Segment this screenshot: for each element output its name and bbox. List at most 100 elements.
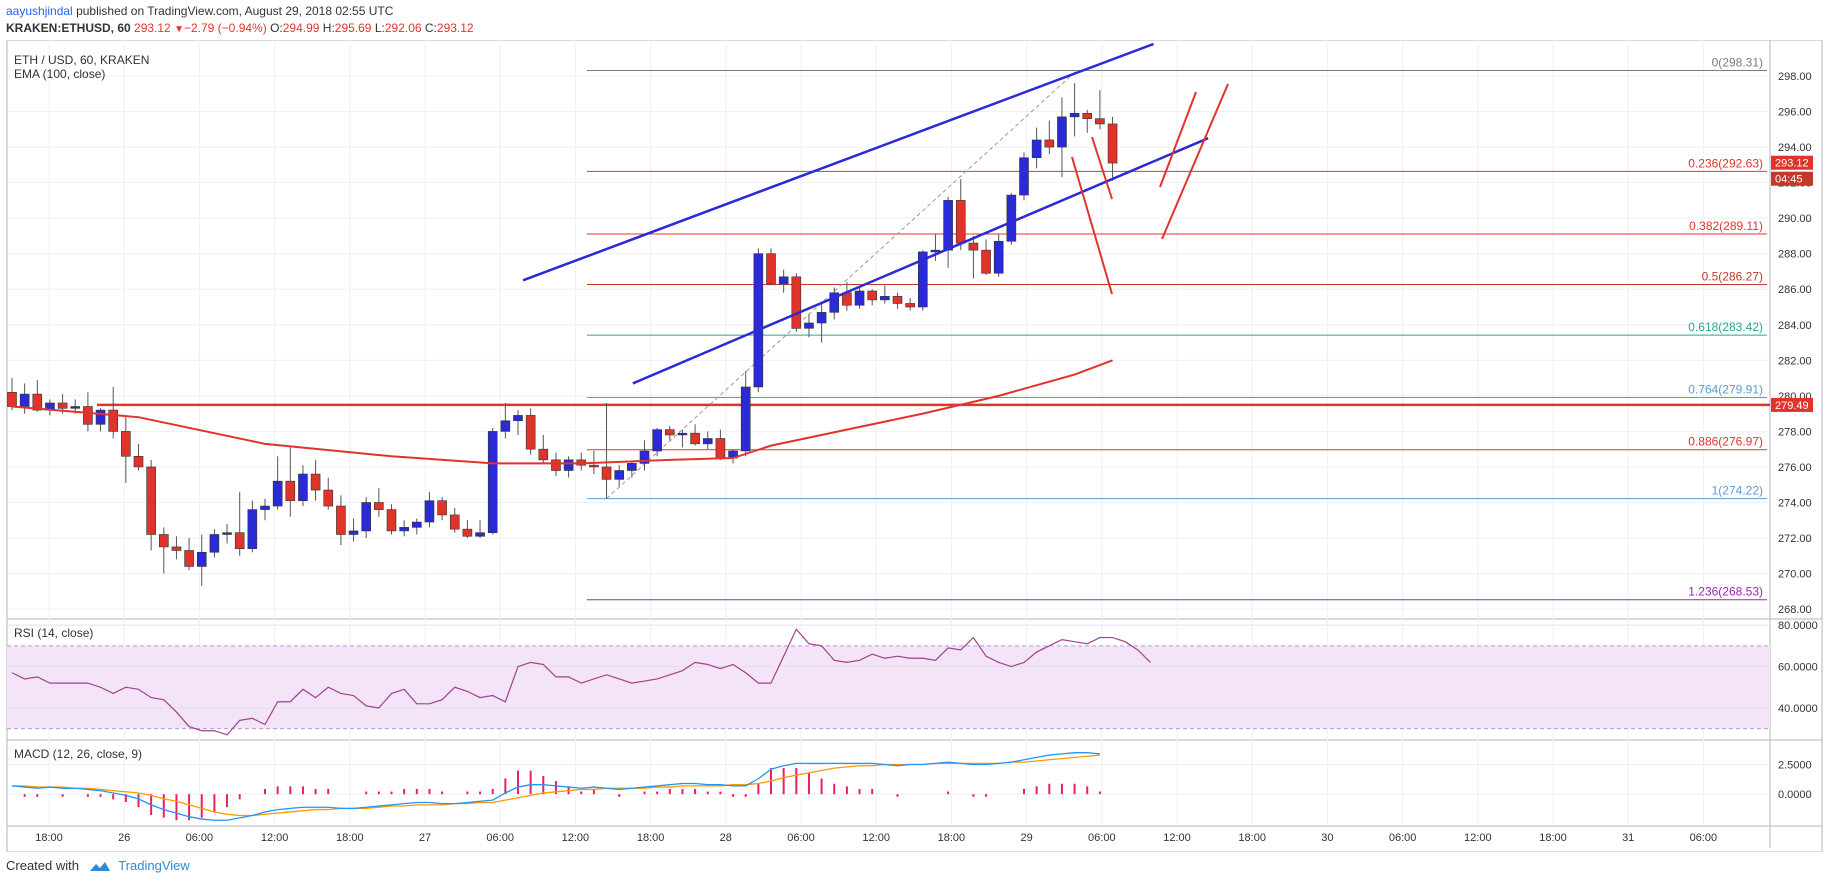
candle bbox=[968, 242, 979, 251]
candle bbox=[930, 249, 941, 253]
y-tick-label: 298.00 bbox=[1778, 71, 1812, 83]
y-tick-label: 272.00 bbox=[1778, 533, 1812, 545]
ema-indicator-label: EMA (100, close) bbox=[14, 67, 105, 81]
x-tick-label: 28 bbox=[720, 832, 732, 844]
candle bbox=[1095, 118, 1105, 125]
candle bbox=[83, 406, 93, 425]
chart-frame bbox=[6, 40, 1823, 852]
candle bbox=[348, 530, 359, 535]
fib-anchor-line bbox=[606, 70, 1077, 499]
candle bbox=[19, 393, 30, 407]
candle bbox=[753, 253, 764, 388]
candle bbox=[222, 532, 232, 535]
candle bbox=[639, 450, 650, 464]
projection-line bbox=[1159, 91, 1197, 188]
last-price-tag: 293.12 bbox=[1775, 158, 1809, 170]
candle bbox=[437, 500, 447, 516]
x-tick-label: 06:00 bbox=[787, 832, 815, 844]
fib-level-label: 1.236(268.53) bbox=[1688, 585, 1763, 599]
countdown-tag-bg bbox=[1771, 171, 1813, 186]
candle bbox=[1057, 116, 1067, 148]
x-tick-label: 18:00 bbox=[637, 832, 665, 844]
macd-tick-label: 0.0000 bbox=[1778, 789, 1812, 801]
candle bbox=[374, 502, 384, 510]
candle bbox=[386, 509, 397, 532]
x-tick-label: 18:00 bbox=[336, 832, 364, 844]
projection-line bbox=[1091, 136, 1113, 200]
channel-lower-line bbox=[632, 137, 1209, 385]
support-price-tag: 279.49 bbox=[1775, 400, 1809, 412]
fib-level-label: 0.764(279.91) bbox=[1688, 382, 1763, 396]
y-tick-label: 294.00 bbox=[1778, 142, 1812, 154]
candle bbox=[159, 534, 169, 548]
down-arrow-icon: ▼ bbox=[174, 24, 184, 35]
ema-line bbox=[11, 359, 1113, 465]
candle bbox=[1069, 113, 1080, 118]
symbol-label: KRAKEN:ETHUSD, 60 bbox=[6, 21, 131, 35]
candle bbox=[500, 420, 511, 432]
candle bbox=[677, 432, 688, 436]
fib-level-label: 0(298.31) bbox=[1712, 55, 1763, 69]
macd-title: MACD (12, 26, close, 9) bbox=[14, 747, 142, 761]
candle bbox=[917, 251, 928, 308]
published-text: published on TradingView.com, August 29,… bbox=[76, 4, 394, 18]
y-tick-label: 278.00 bbox=[1778, 426, 1812, 438]
y-tick-label: 290.00 bbox=[1778, 213, 1812, 225]
candle bbox=[981, 249, 991, 274]
candle bbox=[816, 312, 827, 324]
candle bbox=[234, 532, 245, 549]
x-tick-label: 29 bbox=[1020, 832, 1032, 844]
candle bbox=[399, 527, 409, 532]
x-tick-label: 12:00 bbox=[562, 832, 590, 844]
candle bbox=[184, 550, 194, 567]
candle bbox=[652, 429, 662, 452]
close-value: 293.12 bbox=[436, 21, 474, 35]
author-link[interactable]: aayushjindal bbox=[6, 4, 73, 18]
tradingview-link[interactable]: TradingView bbox=[118, 858, 190, 873]
x-tick-label: 30 bbox=[1321, 832, 1333, 844]
open-label: O: bbox=[270, 21, 283, 35]
x-tick-label: 18:00 bbox=[1539, 832, 1567, 844]
y-tick-label: 270.00 bbox=[1778, 569, 1812, 581]
footer: Created with TradingView bbox=[6, 858, 190, 873]
candle bbox=[424, 500, 435, 523]
candle bbox=[829, 292, 840, 313]
created-with-label: Created with bbox=[6, 858, 79, 873]
candle bbox=[1044, 139, 1055, 148]
x-tick-label: 12:00 bbox=[261, 832, 289, 844]
y-tick-label: 268.00 bbox=[1778, 604, 1812, 616]
candle bbox=[196, 551, 207, 567]
candle bbox=[475, 532, 485, 537]
candle bbox=[57, 402, 68, 409]
projection-line bbox=[1161, 83, 1229, 240]
price-chart[interactable]: 18:00 26 06:00 12:00 18:00 27 06:00 12:00 18:00 2… bbox=[0, 40, 1828, 852]
candle bbox=[7, 392, 17, 407]
candle bbox=[462, 528, 473, 537]
macd-line bbox=[11, 752, 1100, 821]
candle bbox=[487, 431, 498, 533]
projection-line bbox=[1071, 156, 1113, 295]
candle bbox=[804, 322, 814, 329]
candle bbox=[854, 290, 865, 306]
candle bbox=[133, 455, 144, 468]
candle bbox=[993, 240, 1004, 274]
close-label: C: bbox=[424, 21, 437, 35]
candle bbox=[449, 514, 460, 530]
y-tick-label: 276.00 bbox=[1778, 462, 1812, 474]
candle bbox=[702, 438, 713, 445]
x-tick-label: 12:00 bbox=[1163, 832, 1191, 844]
candle bbox=[778, 276, 789, 285]
rsi-tick-label: 60.0000 bbox=[1778, 662, 1818, 674]
x-tick-label: 31 bbox=[1622, 832, 1634, 844]
candle bbox=[601, 466, 612, 480]
x-tick-label: 06:00 bbox=[1389, 832, 1417, 844]
candle bbox=[272, 480, 283, 507]
x-tick-label: 18:00 bbox=[938, 832, 966, 844]
candle bbox=[513, 415, 523, 422]
fib-level-label: 0.5(286.27) bbox=[1702, 269, 1763, 283]
candle bbox=[70, 406, 81, 409]
high-value: 295.69 bbox=[334, 21, 372, 35]
candle bbox=[171, 546, 182, 551]
candle bbox=[1019, 157, 1029, 196]
x-tick-label: 06:00 bbox=[1088, 832, 1116, 844]
